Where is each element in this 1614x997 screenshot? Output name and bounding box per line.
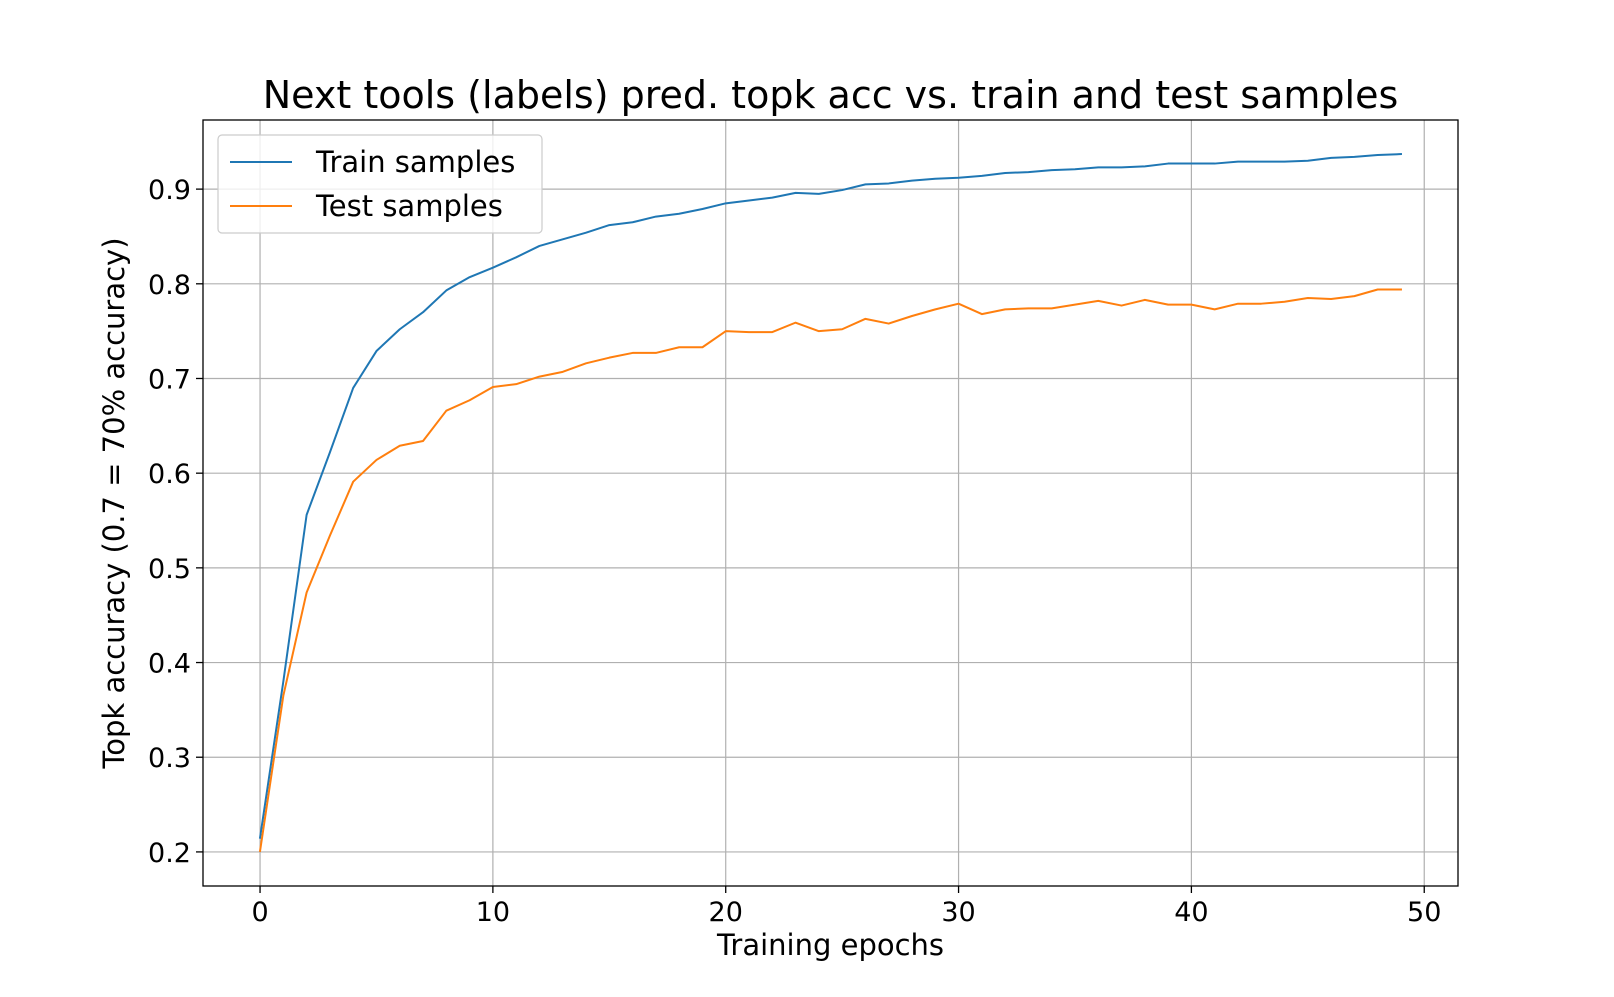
y-tick-label: 0.4	[148, 649, 191, 680]
x-tick-label: 0	[251, 897, 268, 928]
legend-label-train: Train samples	[315, 145, 515, 179]
y-tick-label: 0.7	[148, 364, 191, 395]
plot-frame	[202, 119, 1459, 887]
test-samples-line	[258, 288, 1402, 853]
y-tick-label: 0.9	[148, 175, 191, 206]
x-tick-label: 40	[1174, 897, 1208, 928]
series-lines	[258, 153, 1402, 853]
legend-label-test: Test samples	[315, 189, 503, 223]
x-tick-label: 10	[476, 897, 510, 928]
x-tick-label: 50	[1407, 897, 1441, 928]
y-tick-label: 0.6	[148, 459, 191, 490]
grid	[203, 120, 1458, 886]
legend: Train samples Test samples	[217, 134, 543, 234]
train-samples-line	[258, 153, 1402, 839]
x-tick-label: 30	[941, 897, 975, 928]
y-tick-label: 0.3	[148, 743, 191, 774]
y-tick-label: 0.2	[148, 838, 191, 869]
x-tick-label: 20	[709, 897, 743, 928]
x-axis-label: Training epochs	[716, 928, 944, 962]
y-tick-label: 0.5	[148, 554, 191, 585]
chart-title: Next tools (labels) pred. topk acc vs. t…	[263, 73, 1399, 117]
y-axis-label: Topk accuracy (0.7 = 70% accuracy)	[97, 237, 131, 769]
axis-ticks: 0 10 20 30 40 50 0.2 0.3 0.4 0.5 0.6 0.7 0.8 0.9	[148, 175, 1441, 928]
legend-box	[217, 134, 543, 234]
y-tick-label: 0.8	[148, 270, 191, 301]
